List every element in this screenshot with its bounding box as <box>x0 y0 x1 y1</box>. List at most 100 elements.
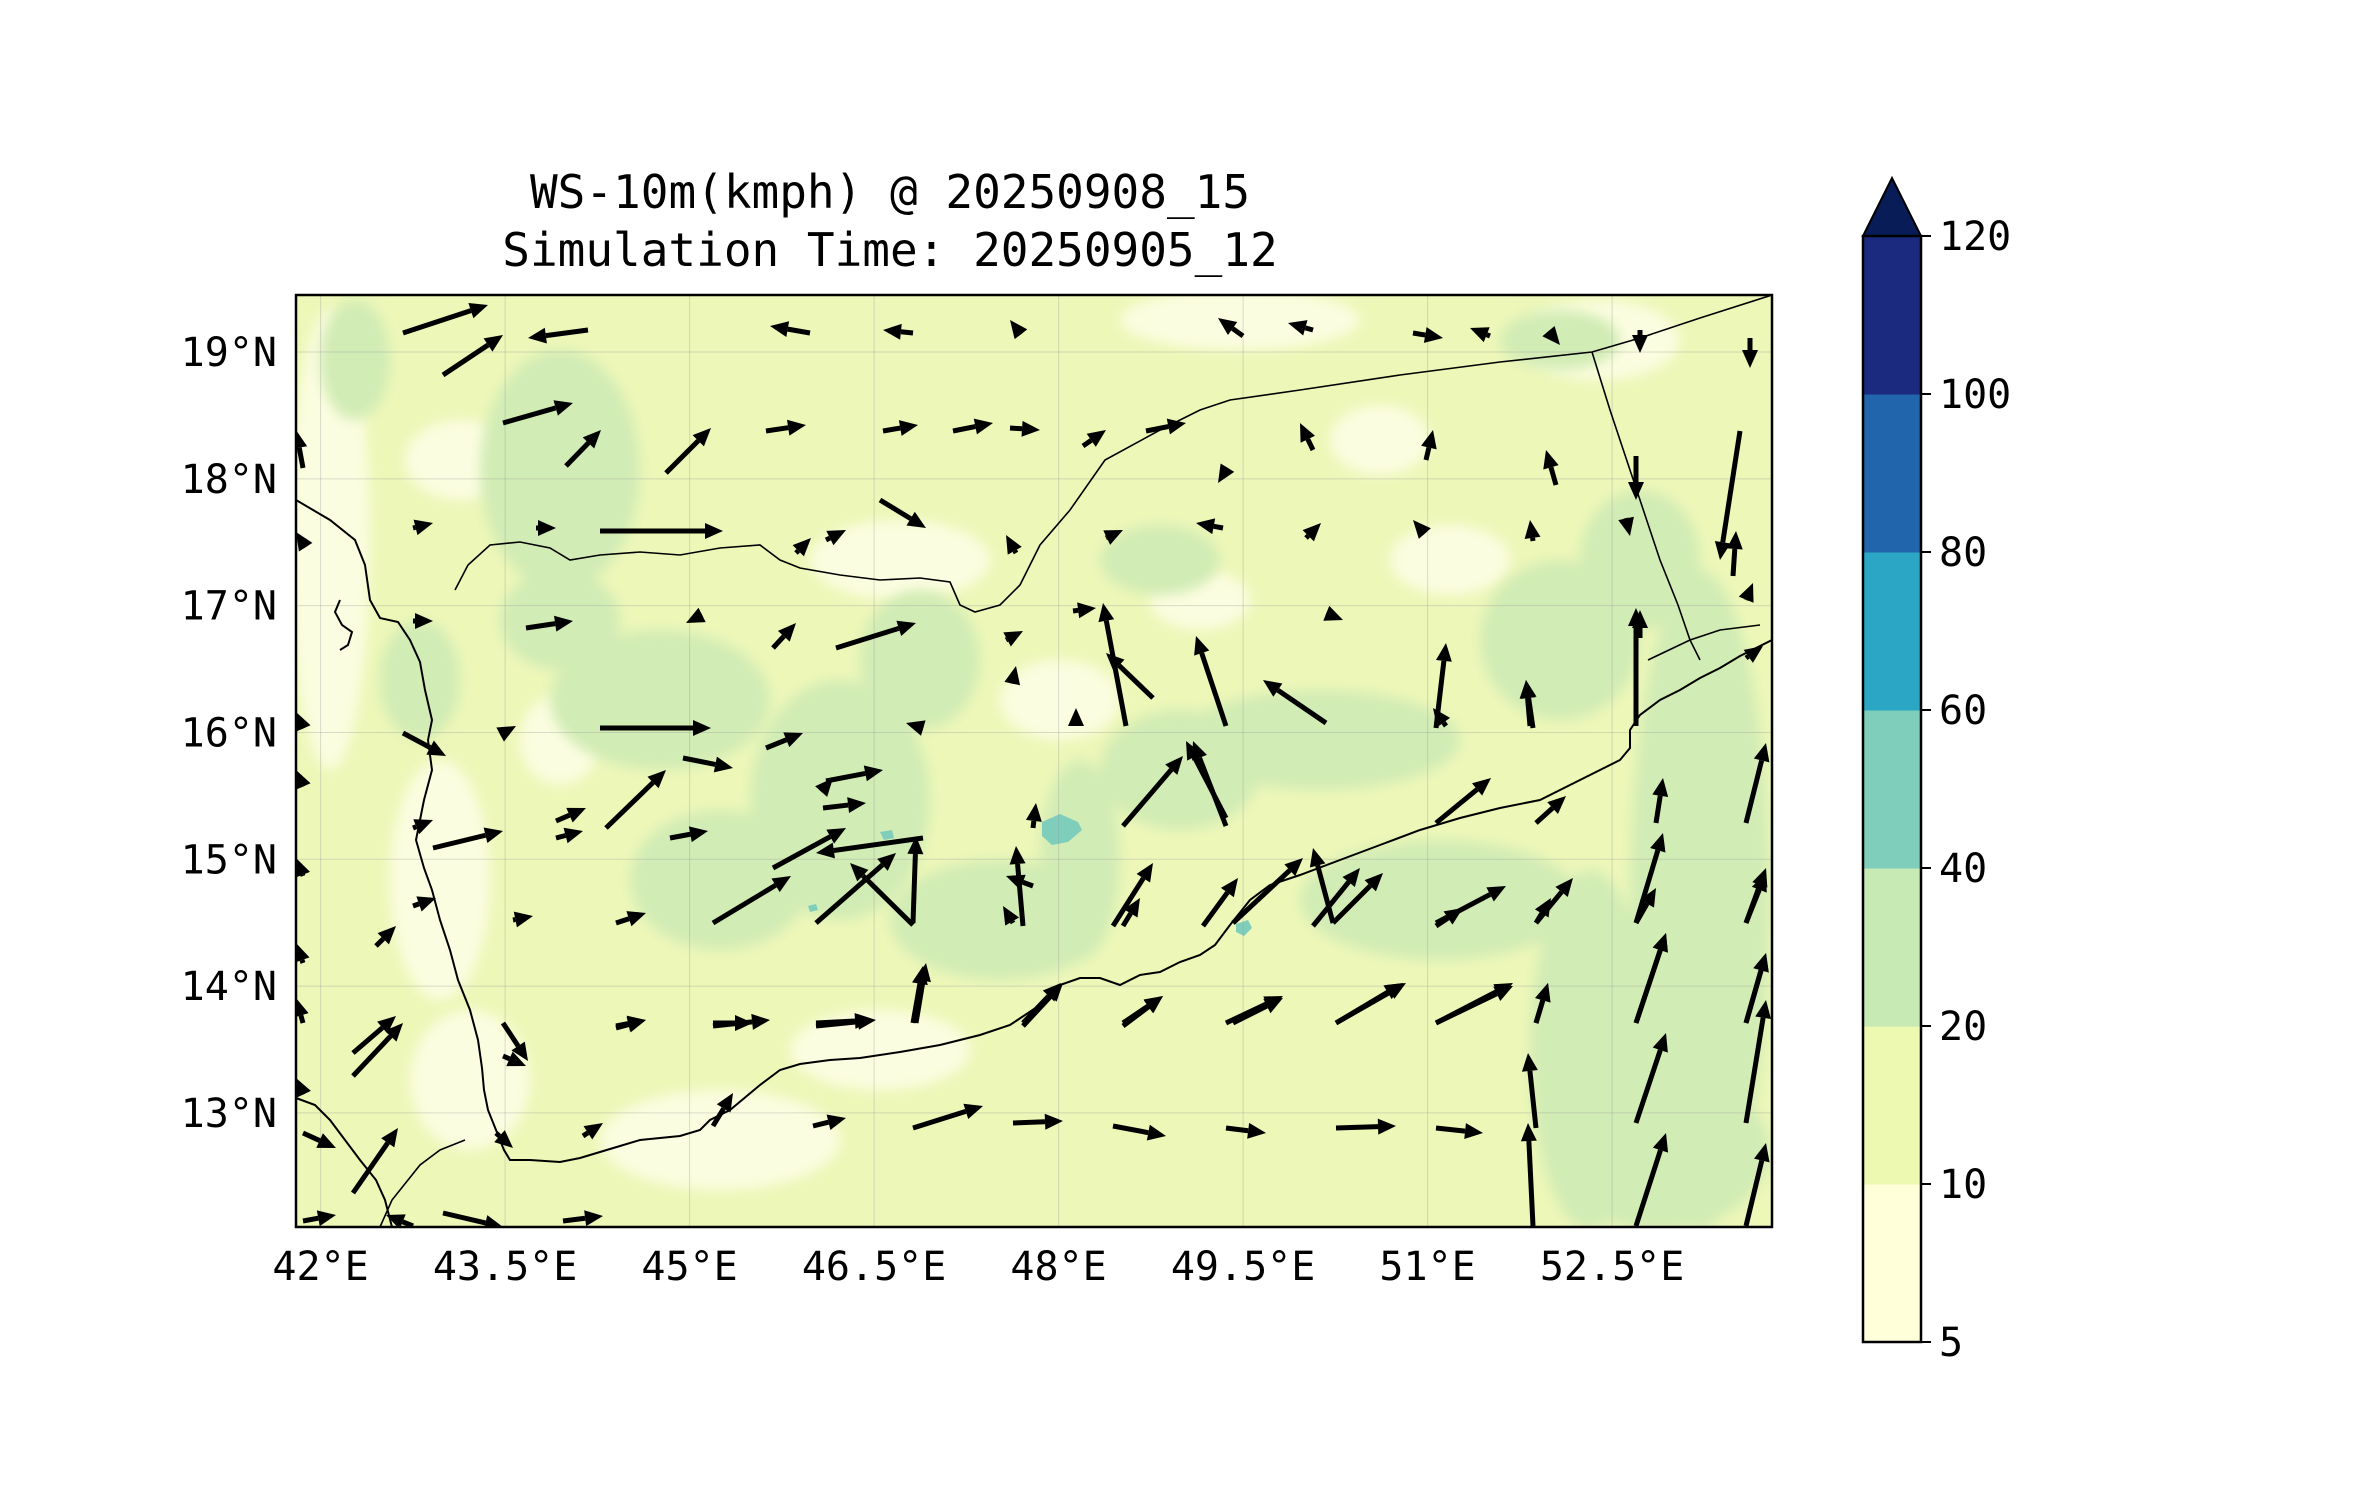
wind-arrow <box>771 623 796 650</box>
wind-arrow <box>1311 868 1360 928</box>
wind-arrow <box>1009 846 1026 927</box>
wind-arrow <box>1543 450 1559 486</box>
wind-arrow <box>710 1093 733 1128</box>
wind-arrow <box>1003 631 1023 647</box>
low-speed-patches <box>296 295 1680 1190</box>
wind-arrow <box>1334 983 1403 1026</box>
wind-arrow <box>374 926 396 948</box>
wind-arrow <box>1633 833 1666 924</box>
lon-tick-label: 42°E <box>272 1244 368 1290</box>
wind-arrow <box>600 720 711 736</box>
wind-arrow <box>1323 605 1343 621</box>
wind-arrow <box>664 428 711 475</box>
wind-arrow <box>1098 603 1129 727</box>
wind-arrow <box>1081 430 1106 449</box>
wind-arrow <box>1194 636 1229 727</box>
colorbar-tick-label: 60 <box>1939 688 1987 734</box>
wind-arrow <box>1743 1000 1772 1124</box>
colorbar-frame <box>1861 234 1923 1344</box>
lat-tick-label: 18°N <box>181 457 277 503</box>
wind-arrow <box>1435 1123 1483 1140</box>
wind-arrow <box>1225 1122 1266 1139</box>
lon-tick-label: 48°E <box>1010 1244 1106 1290</box>
wind-arrow <box>1534 878 1573 925</box>
wind-arrow <box>1470 327 1491 343</box>
wind-arrow <box>1434 886 1506 926</box>
lon-tick-label: 46.5°E <box>802 1244 947 1290</box>
mid-speed-patches <box>320 300 1770 1227</box>
wind-arrow <box>1068 708 1084 726</box>
wind-arrow <box>816 835 924 859</box>
wind-arrow <box>496 726 516 742</box>
wind-arrow <box>1738 583 1754 603</box>
wind-arrow <box>581 1123 603 1140</box>
wind-arrow <box>351 1023 403 1078</box>
wind-arrow <box>528 327 589 344</box>
coastlines <box>296 499 1772 1227</box>
wind-arrow <box>1231 998 1283 1026</box>
lon-tick-label: 51°E <box>1379 1244 1475 1290</box>
wind-arrow <box>412 819 433 835</box>
map-axes: 42°E 43.5°E 45°E 46.5°E 48°E 49.5°E 51°E 52.5°E… <box>181 330 1685 1290</box>
wind-arrow <box>1009 420 1040 437</box>
wind-arrow <box>1012 1113 1063 1130</box>
wind-arrow <box>296 1078 311 1098</box>
wind-arrow <box>1025 803 1042 829</box>
colorbar-tick-label: 80 <box>1939 530 1987 576</box>
wind-arrow <box>1633 933 1668 1024</box>
wind-arrow <box>1520 1123 1537 1227</box>
wind-arrow <box>835 620 916 651</box>
colorbar-segment <box>1863 1026 1921 1185</box>
colorbar-tick-label: 40 <box>1939 846 1987 892</box>
wind-arrow <box>615 1015 646 1032</box>
wind-arrow <box>600 523 723 539</box>
wind-arrow <box>952 418 993 435</box>
wind-arrow <box>1200 878 1238 928</box>
wind-arrow <box>907 836 924 924</box>
wind-arrow <box>1743 646 1763 663</box>
wind-arrow <box>1072 602 1096 619</box>
map-panel: 42°E 43.5°E 45°E 46.5°E 48°E 49.5°E 51°E 52.5°E… <box>181 293 1774 1290</box>
wind-arrow <box>1218 463 1235 483</box>
wind-arrow <box>1743 953 1769 1024</box>
wind-arrow <box>1413 520 1431 539</box>
map-subtitle: Simulation Time: 20250905_12 <box>502 223 1278 277</box>
wind-arrow <box>351 1016 396 1055</box>
wind-arrow <box>1652 778 1669 824</box>
lat-tick-label: 16°N <box>181 710 277 756</box>
wind-arrow <box>1335 1118 1396 1135</box>
wind-arrow <box>765 732 803 751</box>
lon-tick-label: 45°E <box>641 1244 737 1290</box>
wind-arrow <box>562 1210 603 1227</box>
wind-arrow <box>1434 778 1491 825</box>
colorbar-segment <box>1863 710 1921 869</box>
wind-arrow <box>1106 653 1155 700</box>
colorbar-tick-label: 120 <box>1939 214 2011 260</box>
wind-arrow <box>1743 873 1767 924</box>
wind-arrow <box>1331 873 1383 925</box>
wind-arrow <box>512 911 533 928</box>
colorbar-segment <box>1863 394 1921 553</box>
wind-arrow <box>302 1210 336 1227</box>
country-borders <box>379 295 1772 1227</box>
wind-arrow <box>825 765 883 784</box>
wind-arrow <box>296 712 311 732</box>
wind-vectors <box>296 303 1772 1227</box>
wind-arrow <box>1309 848 1336 924</box>
wind-arrow <box>555 807 586 824</box>
wind-arrow <box>615 911 646 927</box>
wind-arrow <box>494 1130 513 1148</box>
wind-arrow <box>1006 874 1034 890</box>
wind-arrow <box>765 419 806 436</box>
wind-arrow <box>1743 743 1770 824</box>
wind-arrow <box>1618 516 1634 536</box>
high-speed-spots <box>808 814 1252 936</box>
wind-arrow <box>1534 796 1566 825</box>
colorbar-tick-label: 100 <box>1939 372 2011 418</box>
wind-arrow <box>1288 320 1314 336</box>
wind-arrow <box>1021 983 1061 1025</box>
wind-arrow <box>1632 330 1648 353</box>
colorbar-extend-arrow <box>1861 175 1923 237</box>
wind-arrow <box>1231 858 1303 925</box>
